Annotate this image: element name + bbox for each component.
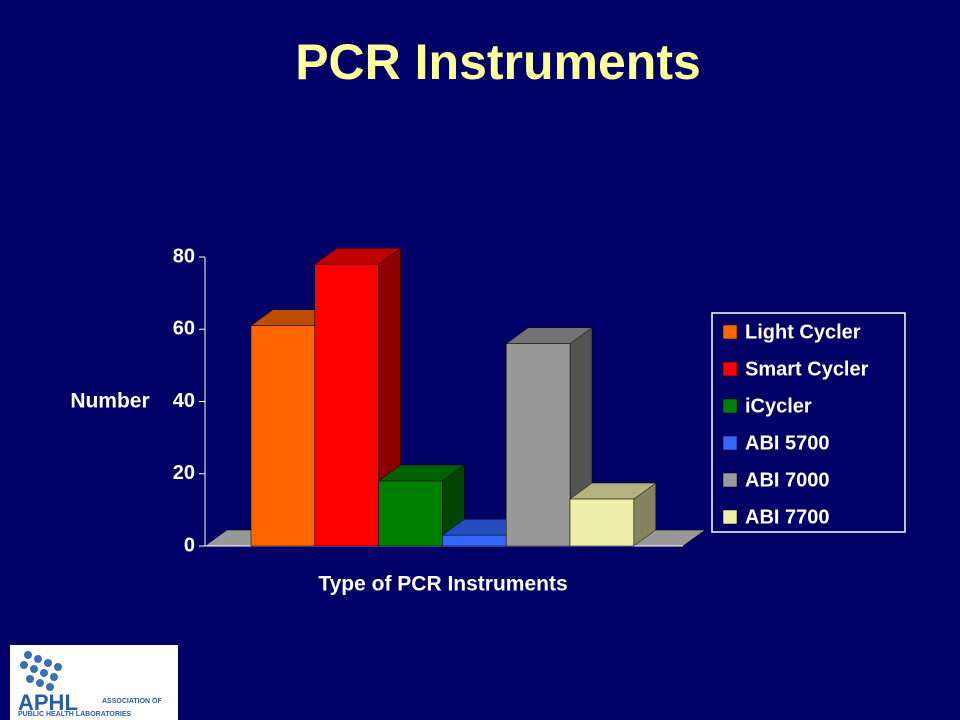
legend-swatch [722, 361, 738, 377]
legend-swatch [722, 398, 738, 414]
legend-swatch [722, 509, 738, 525]
logo-name: APHL [18, 690, 78, 715]
legend-label: Smart Cycler [745, 358, 869, 380]
legend-label: iCycler [745, 395, 812, 417]
bar [442, 534, 507, 547]
y-tick-label: 60 [173, 318, 195, 340]
legend-swatch [722, 324, 738, 340]
logo: APHL ASSOCIATION OF PUBLIC HEALTH LABORA… [10, 645, 178, 720]
bar [378, 480, 443, 547]
chart-title: PCR Instruments [295, 34, 701, 90]
bar [314, 263, 379, 547]
bar [569, 498, 635, 547]
y-tick-label: 20 [173, 462, 195, 484]
logo-mark [20, 651, 62, 691]
bar [505, 343, 571, 547]
plot: 0 20 40 60 80 Light Cycler Smart Cycler iCycler… [173, 245, 906, 556]
legend-swatch [722, 472, 738, 488]
x-axis-label: Type of PCR Instruments [318, 573, 567, 596]
logo-tagline: PUBLIC HEALTH LABORATORIES [18, 711, 131, 718]
legend-swatch [722, 435, 738, 451]
legend-box [711, 312, 906, 533]
y-tick-label: 40 [173, 390, 195, 412]
y-tick-label: 0 [184, 534, 195, 556]
y-tick-label: 80 [173, 245, 195, 267]
legend-label: ABI 5700 [745, 432, 830, 454]
logo-tagline: ASSOCIATION OF [102, 698, 162, 705]
legend: Light Cycler Smart Cycler iCycler ABI 5700 A… [711, 312, 906, 533]
legend-label: Light Cycler [745, 321, 861, 343]
legend-label: ABI 7000 [745, 469, 830, 491]
y-axis-label: Number [70, 390, 149, 413]
legend-label: ABI 7700 [745, 506, 830, 528]
bar [250, 325, 316, 547]
